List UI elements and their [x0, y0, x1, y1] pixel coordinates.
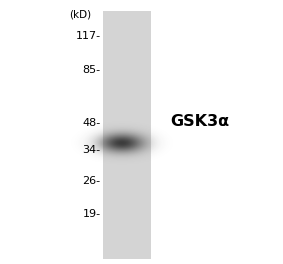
Text: 34-: 34-	[82, 145, 100, 155]
Text: 19-: 19-	[82, 209, 100, 219]
Text: (kD): (kD)	[70, 9, 92, 19]
Text: 85-: 85-	[82, 65, 100, 75]
Text: 48-: 48-	[82, 118, 100, 128]
Bar	[103, 11, 151, 259]
Text: 117-: 117-	[75, 31, 100, 41]
Text: 26-: 26-	[82, 176, 100, 186]
Text: GSK3α: GSK3α	[170, 114, 229, 129]
